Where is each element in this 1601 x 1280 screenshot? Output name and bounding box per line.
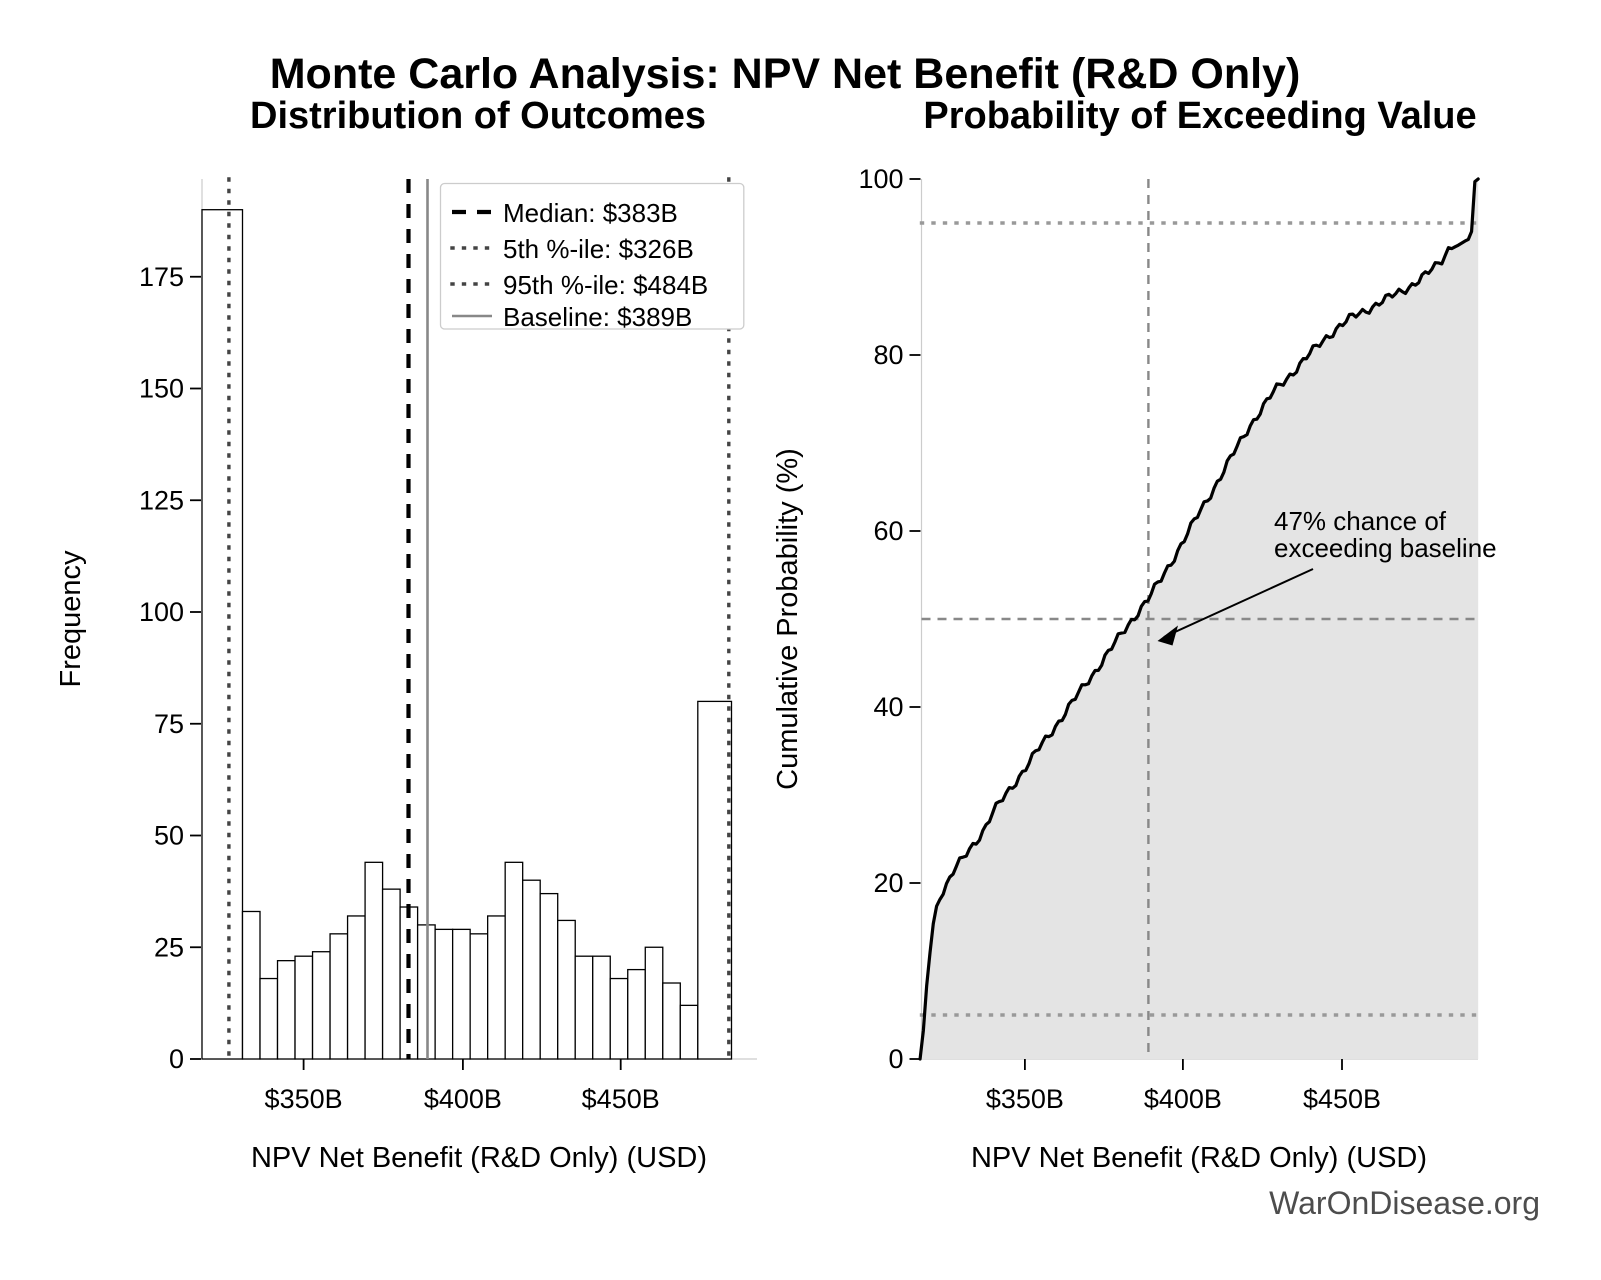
svg-text:Cumulative Probability (%): Cumulative Probability (%) [772, 448, 804, 790]
svg-text:Distribution of Outcomes: Distribution of Outcomes [250, 95, 706, 137]
svg-text:$350B: $350B [265, 1084, 343, 1114]
svg-text:$400B: $400B [424, 1084, 502, 1114]
svg-text:$350B: $350B [986, 1084, 1064, 1114]
svg-text:75: 75 [154, 709, 184, 739]
svg-text:80: 80 [873, 340, 903, 370]
svg-text:NPV Net Benefit (R&D Only) (US: NPV Net Benefit (R&D Only) (USD) [251, 1142, 707, 1174]
svg-text:$450B: $450B [582, 1084, 660, 1114]
svg-text:25: 25 [154, 932, 184, 962]
svg-text:60: 60 [873, 516, 903, 546]
svg-text:exceeding baseline: exceeding baseline [1274, 533, 1497, 563]
svg-text:WarOnDisease.org: WarOnDisease.org [1269, 1185, 1540, 1221]
svg-text:$450B: $450B [1303, 1084, 1381, 1114]
svg-text:47% chance of: 47% chance of [1274, 506, 1447, 536]
svg-text:$400B: $400B [1144, 1084, 1222, 1114]
svg-text:40: 40 [873, 692, 903, 722]
svg-text:100: 100 [858, 164, 903, 194]
svg-text:Median: $383B: Median: $383B [503, 198, 678, 228]
svg-text:0: 0 [888, 1044, 903, 1074]
svg-text:Probability of Exceeding Value: Probability of Exceeding Value [923, 95, 1476, 137]
svg-text:Frequency: Frequency [55, 550, 87, 688]
svg-text:95th %-ile: $484B: 95th %-ile: $484B [503, 270, 708, 300]
svg-text:5th %-ile: $326B: 5th %-ile: $326B [503, 234, 694, 264]
svg-text:100: 100 [139, 597, 184, 627]
svg-text:0: 0 [169, 1044, 184, 1074]
svg-text:150: 150 [139, 374, 184, 404]
svg-text:50: 50 [154, 821, 184, 851]
svg-text:175: 175 [139, 262, 184, 292]
svg-text:NPV Net Benefit (R&D Only) (US: NPV Net Benefit (R&D Only) (USD) [971, 1142, 1427, 1174]
svg-text:20: 20 [873, 868, 903, 898]
svg-text:Baseline: $389B: Baseline: $389B [503, 302, 692, 332]
svg-text:125: 125 [139, 485, 184, 515]
svg-text:Monte Carlo Analysis: NPV Net: Monte Carlo Analysis: NPV Net Benefit (R… [270, 50, 1301, 98]
